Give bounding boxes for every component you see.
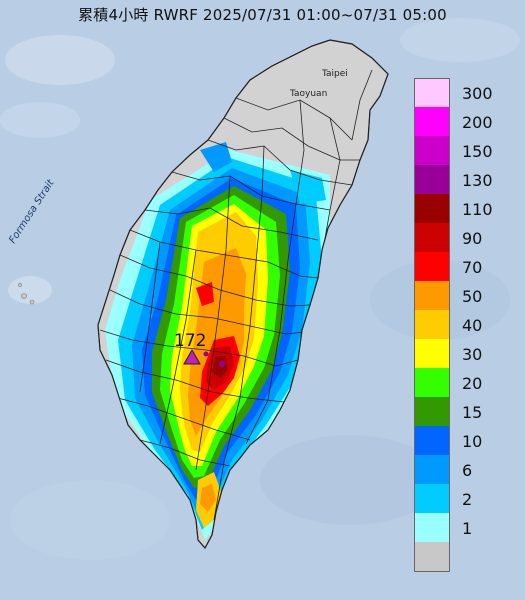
legend-label: 10: [462, 432, 483, 451]
legend-label: 70: [462, 258, 483, 277]
legend-swatch: [414, 310, 450, 339]
legend-swatch: [414, 513, 450, 542]
max-rainfall-value: 172: [174, 331, 207, 351]
legend-label: 2: [462, 490, 473, 509]
legend-swatch: [414, 223, 450, 252]
rainfall-overlay: [105, 142, 330, 540]
legend-label: 50: [462, 287, 483, 306]
legend-swatch: [414, 107, 450, 136]
legend-label: 30: [462, 345, 483, 364]
legend-swatch: [414, 165, 450, 194]
legend-swatch: [414, 281, 450, 310]
legend-label: 6: [462, 461, 473, 480]
legend-label: 110: [462, 200, 493, 219]
legend-label: 150: [462, 142, 493, 161]
legend-label: 130: [462, 171, 493, 190]
color-legend: 300 200 150 130 110 90 70 50 40 30 20 15 10 6 2 1: [414, 78, 514, 572]
legend-swatch: [414, 339, 450, 368]
legend-swatch: [414, 368, 450, 397]
legend-label: 200: [462, 113, 493, 132]
map-title: 累積4小時 RWRF 2025/07/31 01:00~07/31 05:00: [78, 6, 447, 24]
legend-swatch: [414, 78, 450, 108]
legend-swatch: [414, 426, 450, 455]
legend-swatch: [414, 542, 450, 572]
place-label-taoyuan: Taoyuan: [289, 89, 327, 99]
max-rainfall-marker-icon: [183, 348, 201, 365]
place-label-taipei: Taipei: [321, 69, 348, 79]
legend-swatch: [414, 455, 450, 484]
legend-label: 90: [462, 229, 483, 248]
legend-swatch: [414, 194, 450, 223]
legend-label: 40: [462, 316, 483, 335]
legend-label: 15: [462, 403, 483, 422]
legend-swatch: [414, 252, 450, 281]
legend-swatch: [414, 397, 450, 426]
legend-swatch: [414, 484, 450, 513]
legend-swatch: [414, 136, 450, 165]
legend-label: 1: [462, 519, 473, 538]
legend-label: 20: [462, 374, 483, 393]
legend-label: 300: [462, 84, 493, 103]
